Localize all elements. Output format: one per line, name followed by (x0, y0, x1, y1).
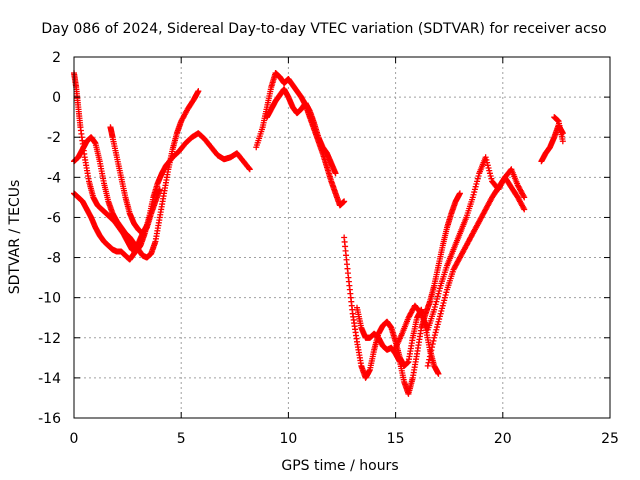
data-point-interp (436, 287, 443, 294)
data-point-interp (484, 162, 491, 169)
data-point-interp (432, 301, 439, 308)
data-point-interp (474, 178, 481, 185)
y-tick-label: -10 (38, 291, 61, 307)
data-point-interp (471, 186, 478, 193)
data-point-interp (435, 318, 442, 325)
y-tick-label: -2 (47, 130, 61, 146)
data-point-interp (485, 164, 492, 171)
series-track-12 (551, 114, 566, 145)
data-point-interp (425, 359, 432, 366)
data-point-interp (520, 193, 527, 200)
data-point-interp (471, 189, 478, 196)
data-point-interp (442, 291, 449, 298)
data-point-interp (432, 329, 439, 336)
x-tick-label: 10 (279, 431, 297, 447)
data-point-interp (473, 181, 480, 188)
data-point (435, 370, 442, 377)
series-track-8 (354, 190, 463, 397)
data-point-interp (439, 305, 446, 312)
data-point-interp (430, 337, 437, 344)
data-point-interp (436, 285, 443, 292)
x-tick-label: 5 (177, 431, 186, 447)
data-point-interp (488, 175, 495, 182)
x-axis-title: GPS time / hours (281, 458, 398, 474)
data-point (482, 154, 489, 161)
data-point (424, 362, 431, 369)
data-point-interp (431, 332, 438, 339)
data-point-interp (441, 294, 448, 301)
x-tick-label: 15 (387, 431, 405, 447)
data-point-interp (484, 159, 491, 166)
y-tick-label: -12 (38, 331, 61, 347)
x-tick-label: 0 (70, 431, 79, 447)
data-point-interp (441, 297, 448, 304)
data-point-interp (438, 308, 445, 315)
y-tick-label: 2 (52, 50, 61, 66)
data-point-interp (470, 191, 477, 198)
y-tick-label: -14 (38, 371, 61, 387)
data-point-interp (429, 341, 436, 348)
data-point (156, 186, 163, 193)
chart-title: Day 086 of 2024, Sidereal Day-to-day VTE… (41, 21, 606, 37)
data-point-interp (472, 183, 479, 190)
y-tick-label: -16 (38, 411, 61, 427)
data-point-interp (483, 156, 490, 163)
data-point-interp (429, 344, 436, 351)
y-axis-title: SDTVAR / TECUs (7, 180, 23, 295)
data-point-interp (520, 205, 527, 212)
data-point (246, 166, 253, 173)
data-point-interp (487, 172, 494, 179)
y-tick-label: 0 (52, 90, 61, 106)
data-point-interp (435, 290, 442, 297)
x-tick-label: 20 (494, 431, 512, 447)
data-point-interp (428, 347, 435, 354)
data-point-interp (440, 300, 447, 307)
series-track-5 (253, 70, 348, 209)
data-point (431, 306, 438, 313)
series-track-10 (424, 174, 528, 369)
series-track-4 (107, 124, 163, 237)
data-point-interp (486, 167, 493, 174)
data-point-interp (426, 353, 433, 360)
series-track-6 (263, 86, 339, 177)
y-tick-label: -4 (47, 170, 61, 186)
data-point (437, 310, 444, 317)
plot-frame (73, 56, 611, 419)
series-track-2 (71, 88, 202, 261)
data-point-interp (434, 296, 441, 303)
y-tick-label: -8 (47, 251, 61, 267)
data-point (341, 198, 348, 205)
axis-ticks: 0 5 10 15 20 25 -16 -14 -12 -10 -8 -6 -4 -2 0 2 (38, 50, 619, 447)
data-point (431, 334, 438, 341)
data-point-interp (436, 313, 443, 320)
data-point-interp (426, 356, 433, 363)
data-point-interp (433, 326, 440, 333)
data-point-interp (474, 175, 481, 182)
data-point-interp (427, 350, 434, 357)
data-point-interp (431, 304, 438, 311)
data-point (521, 206, 528, 213)
data-point-interp (246, 165, 253, 172)
data-point (332, 170, 339, 177)
data-point-interp (434, 324, 441, 331)
data-point-interp (443, 289, 450, 296)
data-point (469, 194, 476, 201)
data-point (195, 88, 202, 95)
data-point-interp (433, 298, 440, 305)
data-point-interp (434, 293, 441, 300)
data-point-interp (436, 316, 443, 323)
data-point-interp (475, 172, 482, 179)
data-point (456, 190, 463, 197)
data-points (71, 70, 566, 397)
data-point-interp (486, 170, 493, 177)
grid (74, 57, 610, 418)
y-tick-label: -6 (47, 210, 61, 226)
data-point-interp (434, 321, 441, 328)
x-tick-label: 25 (601, 431, 619, 447)
data-point (559, 138, 566, 145)
data-point (521, 194, 528, 201)
data-point-interp (439, 302, 446, 309)
